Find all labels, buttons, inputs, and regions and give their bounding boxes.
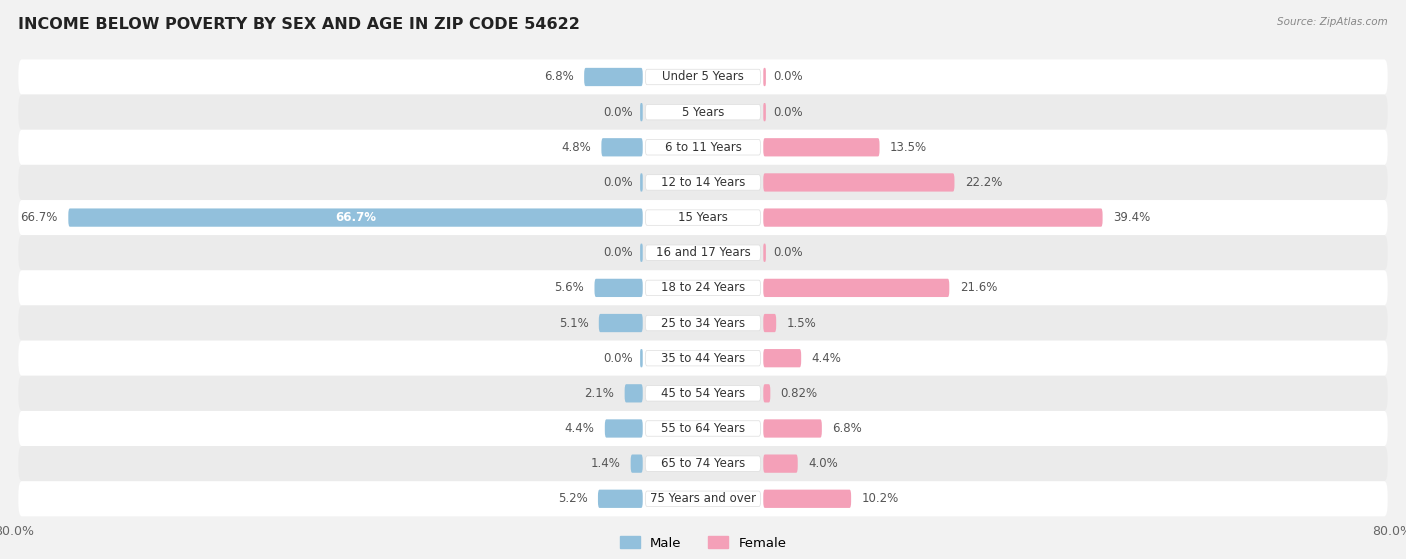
Text: 0.0%: 0.0%: [603, 106, 633, 119]
FancyBboxPatch shape: [763, 349, 801, 367]
FancyBboxPatch shape: [598, 490, 643, 508]
Text: 4.0%: 4.0%: [808, 457, 838, 470]
Text: 65 to 74 Years: 65 to 74 Years: [661, 457, 745, 470]
FancyBboxPatch shape: [763, 419, 823, 438]
Text: 21.6%: 21.6%: [960, 281, 997, 295]
FancyBboxPatch shape: [18, 446, 1388, 481]
FancyBboxPatch shape: [645, 210, 761, 225]
Text: 5.1%: 5.1%: [558, 316, 589, 330]
Text: 5.2%: 5.2%: [558, 492, 588, 505]
FancyBboxPatch shape: [605, 419, 643, 438]
FancyBboxPatch shape: [18, 200, 1388, 235]
FancyBboxPatch shape: [18, 235, 1388, 271]
Text: Source: ZipAtlas.com: Source: ZipAtlas.com: [1277, 17, 1388, 27]
FancyBboxPatch shape: [18, 481, 1388, 517]
Text: 6.8%: 6.8%: [544, 70, 574, 83]
Text: 4.4%: 4.4%: [565, 422, 595, 435]
FancyBboxPatch shape: [763, 244, 766, 262]
Text: 6 to 11 Years: 6 to 11 Years: [665, 141, 741, 154]
Text: 2.1%: 2.1%: [585, 387, 614, 400]
FancyBboxPatch shape: [18, 305, 1388, 340]
FancyBboxPatch shape: [583, 68, 643, 86]
FancyBboxPatch shape: [640, 244, 643, 262]
Text: 6.8%: 6.8%: [832, 422, 862, 435]
FancyBboxPatch shape: [763, 490, 851, 508]
Text: 0.0%: 0.0%: [603, 246, 633, 259]
FancyBboxPatch shape: [18, 411, 1388, 446]
FancyBboxPatch shape: [640, 173, 643, 192]
Text: 22.2%: 22.2%: [965, 176, 1002, 189]
FancyBboxPatch shape: [18, 130, 1388, 165]
FancyBboxPatch shape: [645, 105, 761, 120]
FancyBboxPatch shape: [631, 454, 643, 473]
FancyBboxPatch shape: [69, 209, 643, 227]
Text: 0.0%: 0.0%: [603, 176, 633, 189]
FancyBboxPatch shape: [18, 165, 1388, 200]
FancyBboxPatch shape: [640, 349, 643, 367]
Text: 1.4%: 1.4%: [591, 457, 620, 470]
Text: 39.4%: 39.4%: [1114, 211, 1150, 224]
FancyBboxPatch shape: [18, 59, 1388, 94]
Text: 75 Years and over: 75 Years and over: [650, 492, 756, 505]
Text: Under 5 Years: Under 5 Years: [662, 70, 744, 83]
Text: 0.0%: 0.0%: [773, 106, 803, 119]
FancyBboxPatch shape: [645, 456, 761, 471]
Text: 55 to 64 Years: 55 to 64 Years: [661, 422, 745, 435]
Text: 5.6%: 5.6%: [554, 281, 583, 295]
Text: 12 to 14 Years: 12 to 14 Years: [661, 176, 745, 189]
Text: 13.5%: 13.5%: [890, 141, 927, 154]
Text: 25 to 34 Years: 25 to 34 Years: [661, 316, 745, 330]
FancyBboxPatch shape: [602, 138, 643, 157]
Text: 0.0%: 0.0%: [773, 70, 803, 83]
FancyBboxPatch shape: [645, 315, 761, 331]
Text: 1.5%: 1.5%: [786, 316, 817, 330]
FancyBboxPatch shape: [624, 384, 643, 402]
FancyBboxPatch shape: [763, 279, 949, 297]
FancyBboxPatch shape: [763, 173, 955, 192]
FancyBboxPatch shape: [18, 94, 1388, 130]
FancyBboxPatch shape: [18, 340, 1388, 376]
FancyBboxPatch shape: [645, 421, 761, 436]
FancyBboxPatch shape: [599, 314, 643, 332]
FancyBboxPatch shape: [645, 175, 761, 190]
Text: INCOME BELOW POVERTY BY SEX AND AGE IN ZIP CODE 54622: INCOME BELOW POVERTY BY SEX AND AGE IN Z…: [18, 17, 581, 32]
FancyBboxPatch shape: [645, 140, 761, 155]
FancyBboxPatch shape: [763, 454, 797, 473]
FancyBboxPatch shape: [763, 103, 766, 121]
Text: 4.4%: 4.4%: [811, 352, 841, 364]
FancyBboxPatch shape: [18, 271, 1388, 305]
Text: 0.0%: 0.0%: [603, 352, 633, 364]
FancyBboxPatch shape: [645, 69, 761, 85]
Text: 0.82%: 0.82%: [780, 387, 818, 400]
FancyBboxPatch shape: [645, 245, 761, 260]
FancyBboxPatch shape: [763, 314, 776, 332]
FancyBboxPatch shape: [763, 209, 1102, 227]
Text: 16 and 17 Years: 16 and 17 Years: [655, 246, 751, 259]
FancyBboxPatch shape: [18, 376, 1388, 411]
Text: 15 Years: 15 Years: [678, 211, 728, 224]
FancyBboxPatch shape: [763, 384, 770, 402]
FancyBboxPatch shape: [645, 350, 761, 366]
FancyBboxPatch shape: [640, 103, 643, 121]
Text: 66.7%: 66.7%: [335, 211, 375, 224]
Text: 45 to 54 Years: 45 to 54 Years: [661, 387, 745, 400]
FancyBboxPatch shape: [763, 138, 880, 157]
FancyBboxPatch shape: [763, 68, 766, 86]
Text: 18 to 24 Years: 18 to 24 Years: [661, 281, 745, 295]
Text: 0.0%: 0.0%: [773, 246, 803, 259]
Text: 66.7%: 66.7%: [21, 211, 58, 224]
FancyBboxPatch shape: [645, 280, 761, 296]
Text: 10.2%: 10.2%: [862, 492, 898, 505]
FancyBboxPatch shape: [595, 279, 643, 297]
Text: 5 Years: 5 Years: [682, 106, 724, 119]
Text: 4.8%: 4.8%: [561, 141, 591, 154]
Legend: Male, Female: Male, Female: [614, 531, 792, 555]
Text: 35 to 44 Years: 35 to 44 Years: [661, 352, 745, 364]
FancyBboxPatch shape: [645, 386, 761, 401]
FancyBboxPatch shape: [645, 491, 761, 506]
